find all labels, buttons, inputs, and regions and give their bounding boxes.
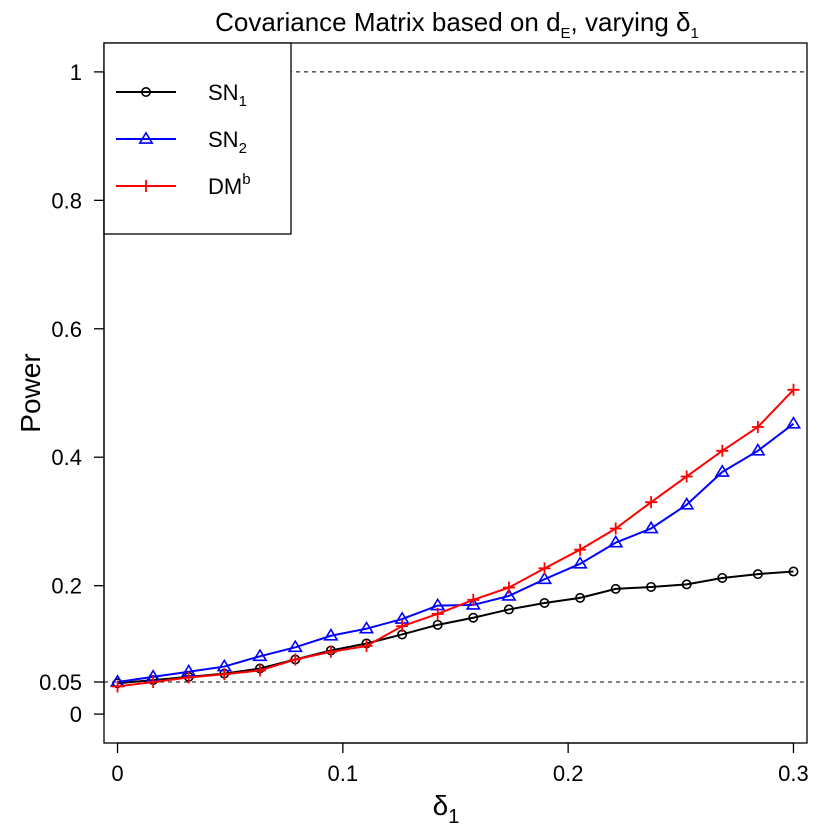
legend-label: SN2	[208, 127, 247, 157]
data-point	[111, 680, 124, 693]
data-point	[750, 443, 766, 456]
data-point	[182, 671, 195, 684]
y-tick-label: 0.05	[39, 670, 82, 695]
data-point	[643, 520, 659, 534]
data-point	[714, 464, 730, 477]
x-tick-label: 0.3	[778, 761, 809, 786]
data-point	[574, 543, 587, 556]
data-point	[358, 620, 375, 634]
data-point	[717, 572, 728, 583]
data-point	[752, 569, 763, 580]
series-2	[109, 416, 802, 687]
x-tick-label: 0.2	[553, 761, 584, 786]
data-point	[539, 597, 550, 608]
data-point	[502, 581, 515, 594]
y-tick-label: 1	[70, 60, 82, 85]
series-1	[112, 566, 799, 689]
data-point	[610, 583, 621, 594]
x-tick-label: 0.1	[328, 761, 359, 786]
data-point	[140, 180, 152, 192]
data-point	[751, 421, 764, 434]
series-line	[117, 423, 795, 683]
data-point	[141, 87, 152, 98]
x-axis-label: δ1	[433, 790, 460, 828]
data-point	[788, 566, 799, 577]
y-axis-label: Power	[15, 353, 46, 432]
data-point	[467, 593, 480, 606]
legend-item: SN1	[116, 80, 247, 110]
series-3	[111, 383, 800, 693]
data-point	[503, 604, 514, 615]
chart-title: Covariance Matrix based on dE, varying δ…	[215, 7, 699, 42]
data-point	[572, 556, 588, 569]
x-tick-label: 0	[111, 761, 123, 786]
legend: SN1 SN2 DMb	[103, 42, 292, 235]
data-point	[432, 619, 443, 630]
data-point	[501, 588, 517, 601]
data-point	[324, 645, 337, 658]
data-point	[218, 668, 231, 681]
series-line	[117, 389, 795, 688]
data-point	[287, 639, 303, 653]
data-point	[680, 470, 693, 483]
data-point	[609, 522, 622, 535]
legend-item: SN2	[116, 127, 247, 157]
data-point	[538, 562, 551, 575]
y-tick-label: 0.6	[51, 317, 82, 342]
data-point	[646, 581, 657, 592]
data-point	[465, 597, 481, 610]
data-point	[431, 607, 444, 620]
data-point	[575, 592, 586, 603]
legend-item: DMb	[116, 171, 251, 199]
y-tick-label: 0	[70, 702, 82, 727]
data-point	[252, 648, 268, 662]
data-point	[323, 628, 339, 641]
legend-label: DMb	[208, 171, 251, 199]
y-tick-label: 0.2	[51, 574, 82, 599]
data-point	[536, 571, 553, 585]
data-point	[679, 496, 695, 510]
data-point	[138, 131, 154, 144]
data-point	[147, 675, 160, 688]
data-point	[253, 664, 266, 677]
legend-label: SN1	[208, 80, 247, 110]
data-point	[360, 640, 373, 653]
data-point	[468, 612, 479, 623]
y-tick-label: 0.8	[51, 188, 82, 213]
data-point	[681, 579, 692, 590]
data-point	[785, 416, 802, 429]
data-point	[645, 496, 658, 509]
y-tick-label: 0.4	[51, 445, 82, 470]
data-point	[396, 620, 409, 633]
data-point	[608, 534, 624, 548]
y-axis: 0 0.05 0.2 0.4 0.6 0.8 1	[39, 60, 105, 727]
data-point	[716, 444, 729, 457]
x-axis: 0 0.1 0.2 0.3	[111, 742, 809, 786]
data-point	[787, 383, 800, 396]
data-point	[289, 653, 302, 666]
